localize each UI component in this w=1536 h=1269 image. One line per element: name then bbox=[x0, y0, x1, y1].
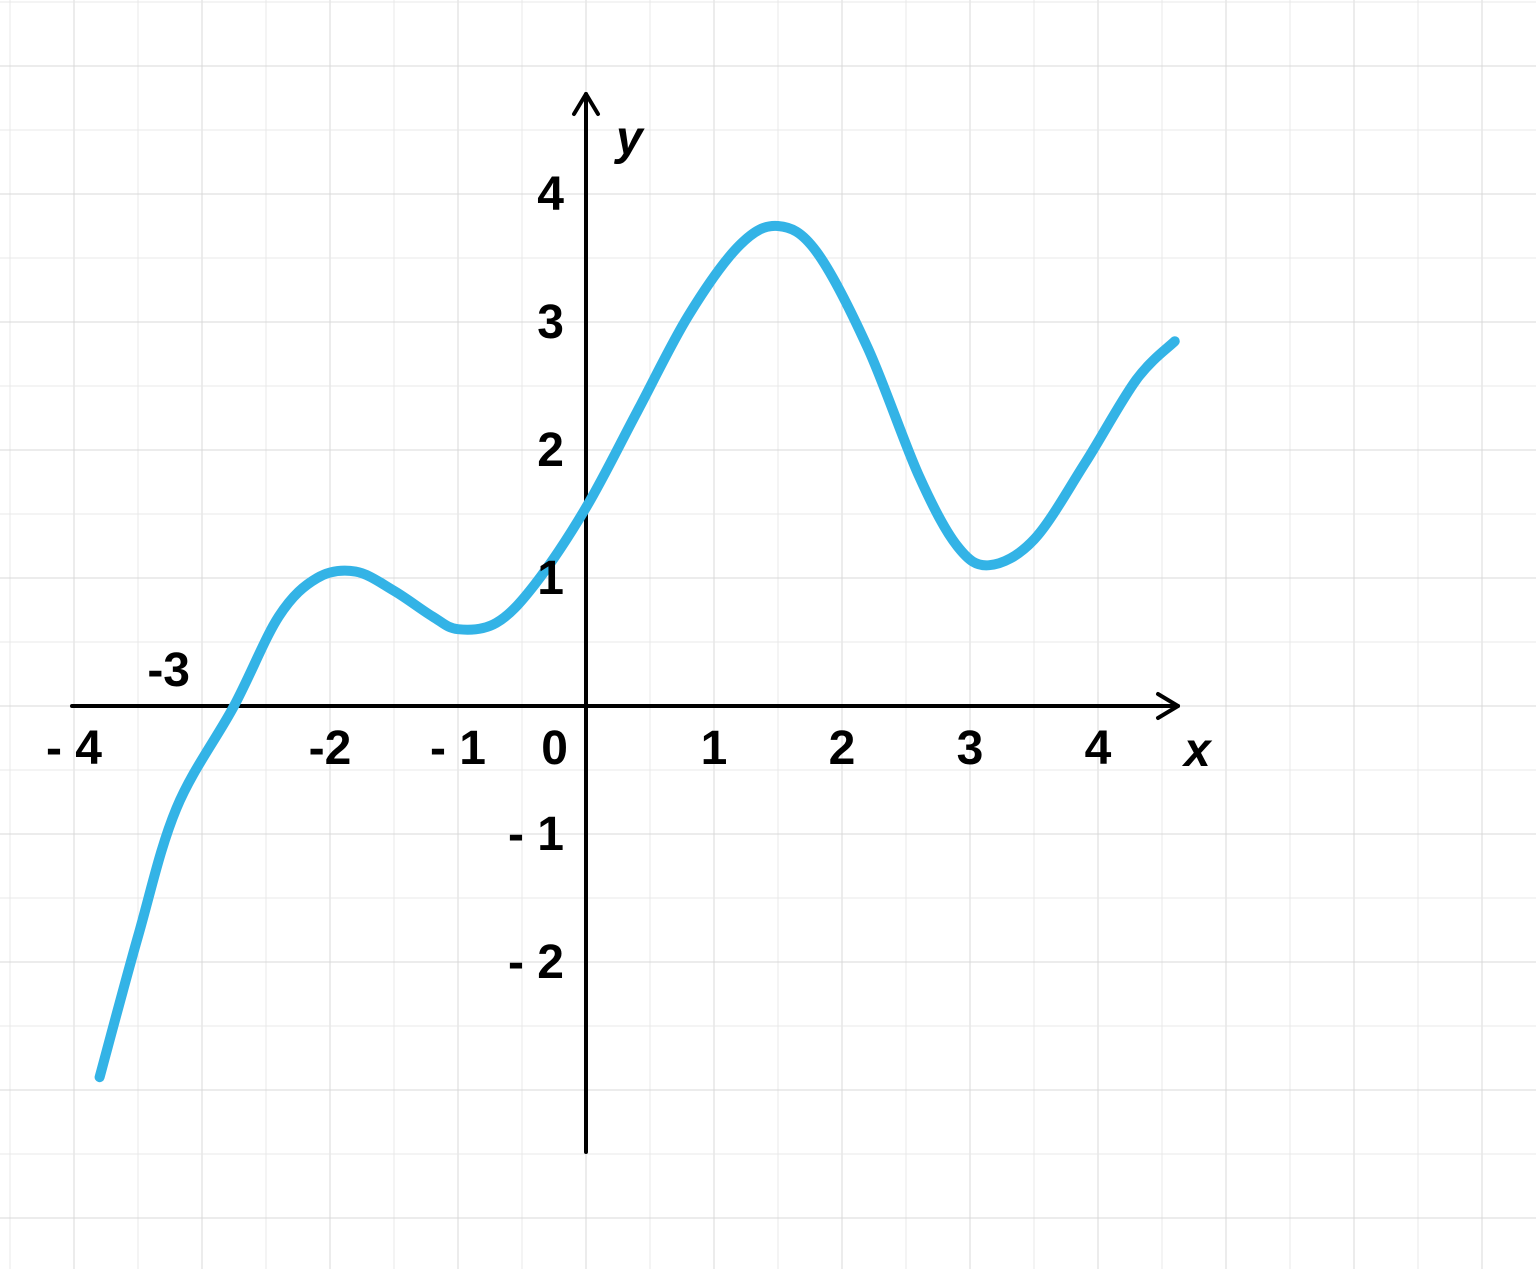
y-tick-4: 4 bbox=[537, 168, 564, 221]
x-tick-2: 2 bbox=[829, 722, 856, 775]
x-tick--2: -2 bbox=[309, 722, 352, 775]
x-tick-3: 3 bbox=[957, 722, 984, 775]
xy-function-plot: - 4 -3 -2 - 1 0 1 2 3 4 - 2 - 1 1 2 3 4 x y bbox=[0, 0, 1536, 1269]
y-tick-1: 1 bbox=[537, 552, 564, 605]
y-tick--1: - 1 bbox=[508, 808, 564, 861]
x-tick-4: 4 bbox=[1085, 722, 1112, 775]
x-axis-label: x bbox=[1181, 724, 1213, 777]
x-tick--4: - 4 bbox=[46, 722, 102, 775]
y-tick--2: - 2 bbox=[508, 936, 564, 989]
x-tick--3: -3 bbox=[147, 644, 190, 697]
y-tick-2: 2 bbox=[537, 424, 564, 477]
x-tick--1: - 1 bbox=[430, 722, 486, 775]
y-axis-label: y bbox=[614, 112, 645, 165]
x-tick-0: 0 bbox=[541, 722, 568, 775]
x-tick-1: 1 bbox=[701, 722, 728, 775]
y-tick-3: 3 bbox=[537, 296, 564, 349]
